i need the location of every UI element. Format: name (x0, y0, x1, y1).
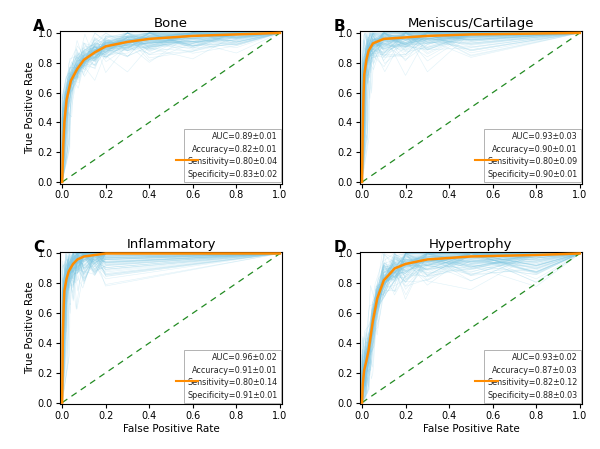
Text: C: C (34, 240, 44, 255)
Y-axis label: True Positive Rate: True Positive Rate (25, 282, 35, 374)
Text: AUC=0.89±0.01
Accuracy=0.82±0.01
Sensitivity=0.80±0.04
Specificity=0.83±0.02: AUC=0.89±0.01 Accuracy=0.82±0.01 Sensiti… (187, 132, 278, 179)
Title: Hypertrophy: Hypertrophy (429, 238, 512, 251)
Y-axis label: True Positive Rate: True Positive Rate (25, 61, 35, 154)
Title: Inflammatory: Inflammatory (127, 238, 216, 251)
Text: AUC=0.93±0.03
Accuracy=0.90±0.01
Sensitivity=0.80±0.09
Specificity=0.90±0.01: AUC=0.93±0.03 Accuracy=0.90±0.01 Sensiti… (487, 132, 578, 179)
Text: D: D (333, 240, 346, 255)
Text: A: A (34, 19, 45, 34)
Text: AUC=0.93±0.02
Accuracy=0.87±0.03
Sensitivity=0.82±0.12
Specificity=0.88±0.03: AUC=0.93±0.02 Accuracy=0.87±0.03 Sensiti… (487, 353, 578, 400)
Title: Bone: Bone (154, 17, 188, 30)
Title: Meniscus/Cartilage: Meniscus/Cartilage (407, 17, 534, 30)
Text: AUC=0.96±0.02
Accuracy=0.91±0.01
Sensitivity=0.80±0.14
Specificity=0.91±0.01: AUC=0.96±0.02 Accuracy=0.91±0.01 Sensiti… (187, 353, 278, 400)
X-axis label: False Positive Rate: False Positive Rate (422, 424, 520, 434)
X-axis label: False Positive Rate: False Positive Rate (122, 424, 220, 434)
Text: B: B (333, 19, 345, 34)
